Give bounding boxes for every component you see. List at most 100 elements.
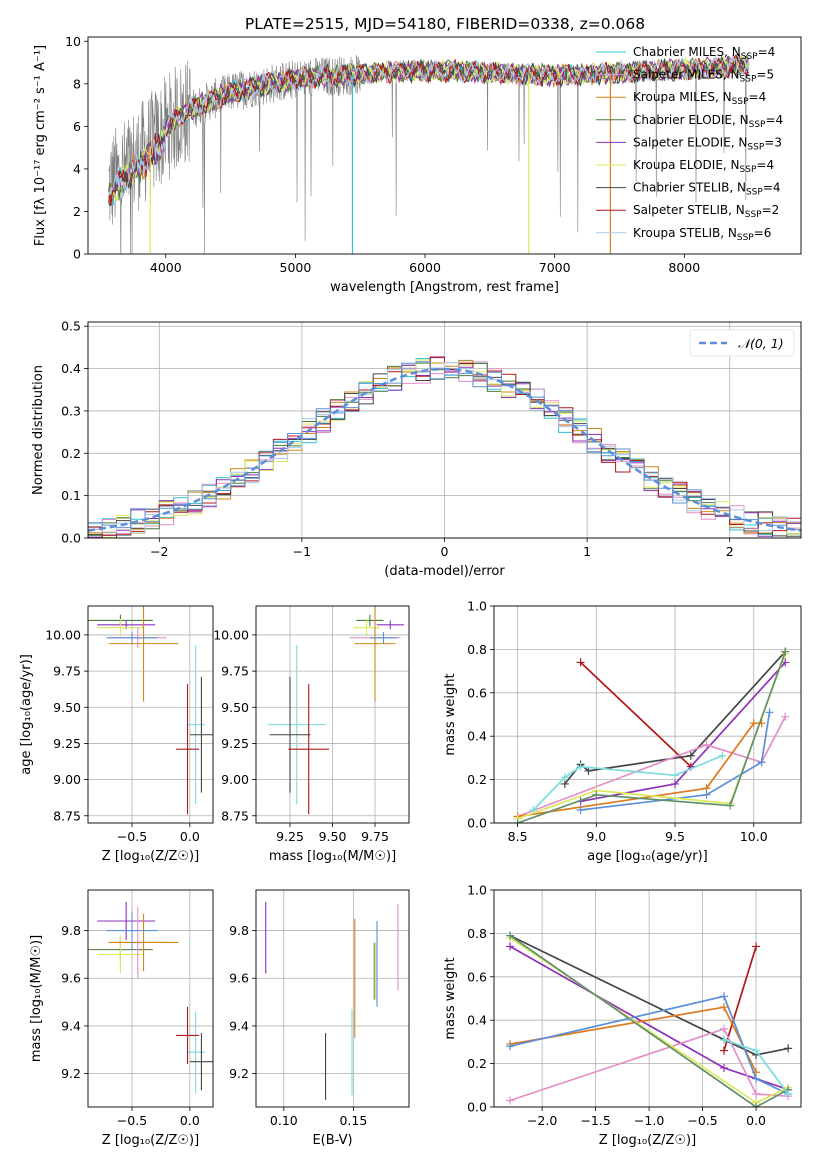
y-tick-label: 0.4 xyxy=(61,361,81,376)
legend-entry: Chabrier ELODIE, NSSP=4 xyxy=(633,113,783,130)
y-tick-label: 0.0 xyxy=(61,531,81,546)
weight-point-marker xyxy=(506,1042,515,1051)
weight-point-marker xyxy=(560,773,569,782)
legend-entry: Chabrier STELIB, NSSP=4 xyxy=(633,181,781,198)
x-axis-label: (data-model)/error xyxy=(384,564,505,579)
x-tick-label: 0.0 xyxy=(180,1113,200,1128)
residual-legend xyxy=(689,329,795,357)
plot-area xyxy=(265,901,399,1100)
x-tick-label: 9.50 xyxy=(319,829,347,844)
x-axis-label: age [log₁₀(age/yr)] xyxy=(587,849,708,864)
weight-point-marker xyxy=(576,805,585,814)
weight-point-marker xyxy=(719,1024,728,1033)
panel-residuals: −2 −1 0 1 2 0.0 0.1 0.2 0.3 0.4 0.5 (data-model)/er… xyxy=(31,319,802,579)
y-axis-label: age [log₁₀(age/yr)] xyxy=(19,654,34,775)
x-axis-label: Z [log₁₀(Z/Z☉)] xyxy=(102,1133,199,1148)
x-tick-label: 0.0 xyxy=(180,829,200,844)
weight-point-marker xyxy=(718,751,727,760)
plot-area xyxy=(88,606,213,815)
x-tick-label: 0.15 xyxy=(339,1113,367,1128)
y-tick-label: 8 xyxy=(73,76,81,91)
weight-point-marker xyxy=(592,790,601,799)
weight-point-marker xyxy=(576,762,585,771)
weight-point-marker xyxy=(781,712,790,721)
axes-frame xyxy=(255,605,410,824)
x-tick-label: 0.0 xyxy=(746,1113,766,1128)
y-tick-label: 9.8 xyxy=(61,923,81,938)
y-tick-label: 0.2 xyxy=(467,1056,487,1071)
y-tick-label: 9.4 xyxy=(61,1018,81,1033)
axes-frame xyxy=(87,321,802,539)
plot-area xyxy=(108,53,750,254)
x-axis-label: mass [log₁₀(M/M☉)] xyxy=(269,849,396,864)
weight-point-marker xyxy=(576,658,585,667)
x-tick-label: −2 xyxy=(150,544,168,559)
weight-point-marker xyxy=(784,1044,793,1053)
y-axis-label: mass weight xyxy=(443,673,458,755)
x-tick-label: 0.10 xyxy=(270,1113,298,1128)
weight-series-line xyxy=(580,661,692,768)
y-tick-label: 9.8 xyxy=(229,923,249,938)
weight-point-marker xyxy=(671,771,680,780)
panel-mass_vs_Z: −0.5 0.0 9.2 9.4 9.6 9.8 Z [log₁₀(Z/Z☉)] mass [… xyxy=(29,889,214,1148)
y-axis-label: Flux [fλ 10⁻¹⁷ erg cm⁻² s⁻¹ A⁻¹] xyxy=(33,45,48,246)
y-tick-label: 0.4 xyxy=(467,1013,487,1028)
axes-frame xyxy=(87,889,214,1108)
y-tick-label: 9.75 xyxy=(53,664,81,679)
y-tick-label: 10.00 xyxy=(213,627,249,642)
x-tick-label: 9.75 xyxy=(361,829,389,844)
panel-weight_vs_age: 8.5 9.0 9.5 10.0 0.0 0.2 0.4 0.6 0.8 1.0 age [log₁… xyxy=(443,599,802,864)
x-axis-label: E(B-V) xyxy=(312,1133,352,1148)
residual-histogram-stelib_krou xyxy=(88,362,801,534)
weight-point-marker xyxy=(726,801,735,810)
x-tick-label: 4000 xyxy=(150,260,182,275)
weight-series-line xyxy=(509,934,789,1107)
y-tick-label: 10.00 xyxy=(45,627,81,642)
x-tick-label: 2 xyxy=(726,544,734,559)
y-tick-label: 9.75 xyxy=(221,664,249,679)
weight-series-line xyxy=(580,712,771,811)
x-tick-label: 8000 xyxy=(668,260,700,275)
x-tick-label: 10.0 xyxy=(740,829,768,844)
axes-frame xyxy=(493,889,802,1108)
y-tick-label: 0.8 xyxy=(467,642,487,657)
x-axis-label: Z [log₁₀(Z/Z☉)] xyxy=(102,849,199,864)
weight-point-marker xyxy=(765,708,774,717)
y-tick-label: 9.6 xyxy=(61,971,81,986)
y-tick-label: 0.2 xyxy=(61,446,81,461)
legend-entry: 𝒩(0, 1) xyxy=(738,336,784,351)
x-axis-label: wavelength [Angstrom, rest frame] xyxy=(330,280,559,295)
weight-point-marker xyxy=(757,758,766,767)
x-tick-label: −1.0 xyxy=(634,1113,664,1128)
weight-point-marker xyxy=(752,1074,761,1083)
x-tick-label: −0.5 xyxy=(687,1113,717,1128)
residual-histogram-alt_blue xyxy=(88,361,801,531)
plot-area xyxy=(513,647,790,823)
y-tick-label: 9.50 xyxy=(53,700,81,715)
weight-point-marker xyxy=(584,766,593,775)
axes-frame xyxy=(255,889,410,1108)
plot-area xyxy=(88,901,213,1093)
weight-point-marker xyxy=(752,942,761,951)
y-tick-label: 2 xyxy=(73,204,81,219)
y-tick-label: 0.1 xyxy=(61,488,81,503)
weight-series-line xyxy=(517,651,787,823)
y-tick-label: 1.0 xyxy=(467,883,487,898)
figure-title: PLATE=2515, MJD=54180, FIBERID=0338, z=0… xyxy=(245,15,645,33)
legend-entry: Kroupa ELODIE, NSSP=4 xyxy=(633,158,774,175)
weight-point-marker xyxy=(719,992,728,1001)
weight-point-marker xyxy=(749,719,758,728)
y-tick-label: 6 xyxy=(73,119,81,134)
y-tick-label: 9.6 xyxy=(229,971,249,986)
legend-entry: Salpeter STELIB, NSSP=2 xyxy=(633,203,779,220)
weight-point-marker xyxy=(506,942,515,951)
plot-area xyxy=(88,356,801,538)
y-tick-label: 0.6 xyxy=(467,969,487,984)
normal-curve xyxy=(88,367,801,532)
weight-point-marker xyxy=(752,1046,761,1055)
y-tick-label: 9.2 xyxy=(61,1066,81,1081)
y-tick-label: 8.75 xyxy=(221,808,249,823)
y-tick-label: 0.6 xyxy=(467,685,487,700)
axes-frame xyxy=(87,36,802,255)
